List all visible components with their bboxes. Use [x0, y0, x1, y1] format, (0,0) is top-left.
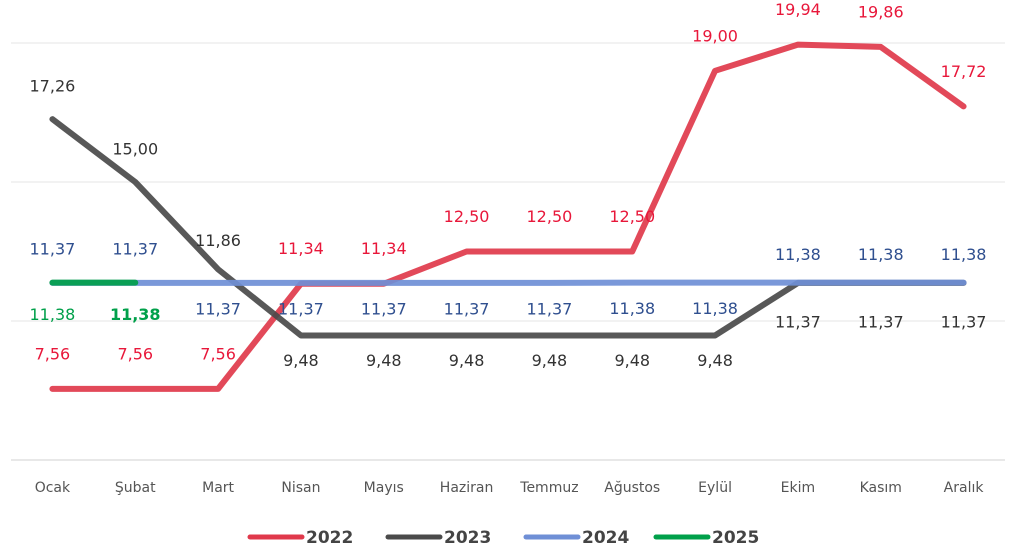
data-label: 11,37 [775, 312, 821, 331]
data-label: 7,56 [117, 344, 153, 363]
data-label: 11,86 [195, 231, 241, 250]
data-label: 15,00 [112, 140, 158, 159]
data-label: 11,37 [941, 312, 987, 331]
data-label: 19,94 [775, 0, 821, 19]
x-tick-label: Temmuz [519, 480, 578, 496]
data-label: 7,56 [200, 344, 236, 363]
x-tick-label: Ağustos [604, 480, 660, 496]
data-label: 12,50 [444, 207, 490, 226]
x-tick-label: Eylül [698, 480, 732, 496]
data-label: 11,34 [278, 239, 324, 258]
data-label: 12,50 [527, 207, 573, 226]
data-label: 11,38 [941, 245, 987, 264]
data-label: 9,48 [283, 351, 319, 370]
data-label: 11,38 [775, 245, 821, 264]
data-label: 9,48 [532, 351, 568, 370]
data-label: 11,37 [112, 239, 158, 258]
data-label: 12,50 [609, 207, 655, 226]
x-tick-label: Kasım [860, 480, 902, 496]
data-label: 19,86 [858, 2, 904, 21]
series-line [49, 41, 967, 392]
legend-label: 2022 [306, 528, 353, 548]
x-tick-label: Ekim [781, 480, 815, 496]
data-label: 11,38 [609, 299, 655, 318]
x-tick-label: Aralık [944, 480, 985, 496]
x-tick-label: Mayıs [364, 480, 404, 496]
series-line [49, 116, 967, 339]
data-label: 11,34 [361, 239, 407, 258]
data-label: 11,37 [30, 239, 76, 258]
x-tick-label: Haziran [440, 480, 494, 496]
data-label: 11,37 [278, 299, 324, 318]
x-tick-label: Şubat [115, 480, 156, 496]
data-label: 11,37 [527, 299, 573, 318]
data-label: 11,37 [361, 299, 407, 318]
legend-label: 2023 [444, 528, 491, 548]
data-label: 17,26 [30, 77, 76, 96]
data-label: 11,38 [30, 305, 76, 324]
x-tick-label: Ocak [35, 480, 71, 496]
data-label: 9,48 [697, 351, 733, 370]
x-tick-label: Mart [202, 480, 234, 496]
x-tick-label: Nisan [281, 480, 320, 496]
data-label: 17,72 [941, 62, 987, 81]
legend-label: 2024 [582, 528, 629, 548]
data-label: 11,38 [110, 305, 161, 324]
data-label: 11,37 [195, 299, 241, 318]
data-label: 11,38 [692, 299, 738, 318]
data-label: 11,37 [858, 312, 904, 331]
legend-label: 2025 [712, 528, 759, 548]
data-label: 11,37 [444, 299, 490, 318]
data-label: 11,38 [858, 245, 904, 264]
data-label: 7,56 [35, 344, 71, 363]
data-label: 9,48 [614, 351, 650, 370]
data-label: 19,00 [692, 26, 738, 45]
data-label: 9,48 [449, 351, 485, 370]
data-label: 9,48 [366, 351, 402, 370]
